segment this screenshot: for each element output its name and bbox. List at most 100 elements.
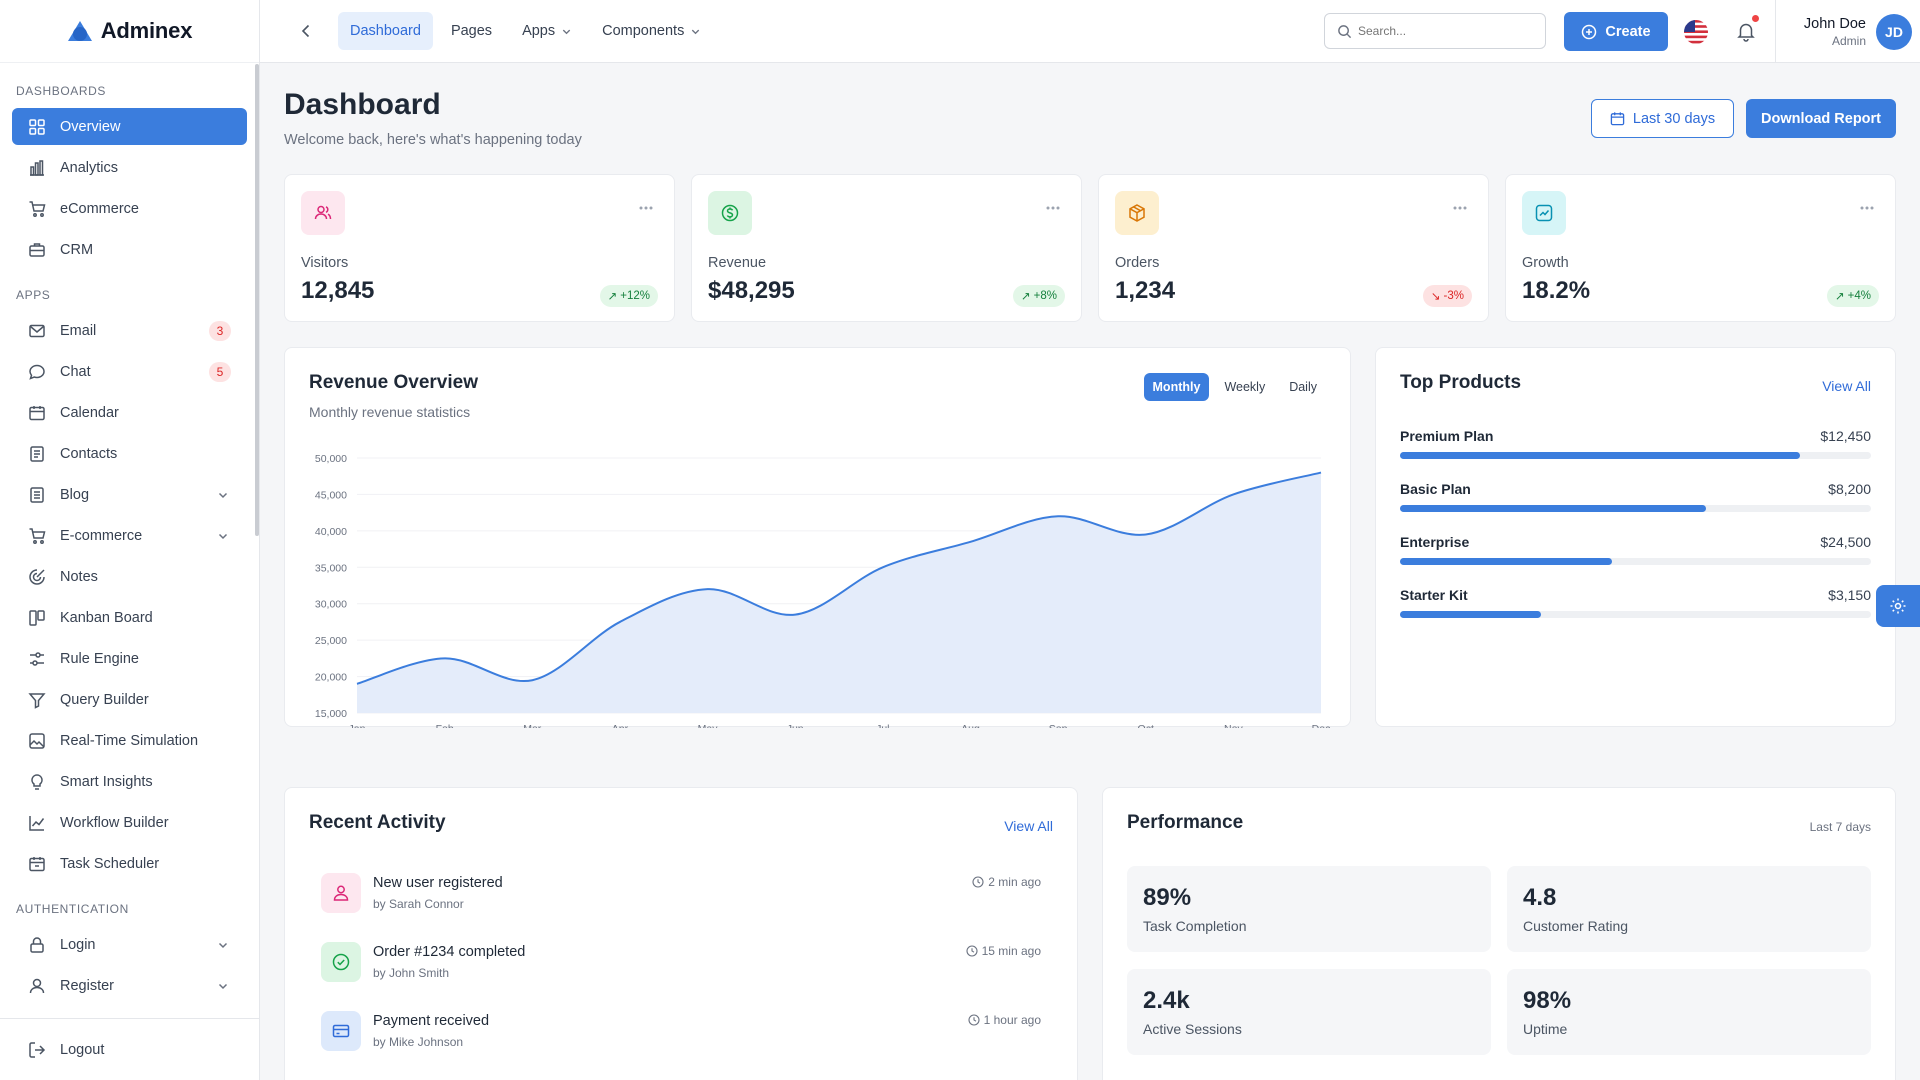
- sidebar-item-workflow-builder[interactable]: Workflow Builder: [12, 804, 247, 841]
- briefcase-icon: [28, 241, 46, 259]
- us-flag-icon[interactable]: [1684, 20, 1708, 44]
- logout-button[interactable]: Logout: [0, 1018, 259, 1080]
- sidebar-item-kanban-board[interactable]: Kanban Board: [12, 599, 247, 636]
- period-tab-weekly[interactable]: Weekly: [1224, 380, 1266, 394]
- activity-time: 1 hour ago: [968, 1013, 1041, 1027]
- activity-item[interactable]: Order #1234 completed by John Smith 15 m…: [321, 942, 1041, 992]
- chevron-down-icon[interactable]: [217, 530, 229, 542]
- brand[interactable]: Adminex: [0, 0, 259, 63]
- metric-label: Uptime: [1523, 1021, 1568, 1037]
- activity-item[interactable]: Payment received by Mike Johnson 1 hour …: [321, 1011, 1041, 1061]
- clock-icon: [972, 876, 984, 888]
- product-row: Premium Plan $12,450: [1400, 428, 1871, 459]
- sidebar-item-label: CRM: [60, 241, 94, 258]
- sidebar-item-query-builder[interactable]: Query Builder: [12, 681, 247, 718]
- sidebar-item-label: Workflow Builder: [60, 814, 169, 831]
- top-nav-pages[interactable]: Pages: [439, 12, 504, 50]
- activity-icon-bg: [321, 873, 361, 913]
- y-tick-label: 40,000: [315, 526, 347, 538]
- more-options-icon[interactable]: [1859, 205, 1875, 211]
- bulb-icon: [28, 773, 46, 791]
- stat-change-value: +12%: [620, 290, 650, 302]
- stat-icon-bg: [708, 191, 752, 235]
- sidebar-item-e-commerce[interactable]: E-commerce: [12, 517, 247, 554]
- sidebar-item-calendar[interactable]: Calendar: [12, 394, 247, 431]
- sidebar-item-rule-engine[interactable]: Rule Engine: [12, 640, 247, 677]
- sidebar-nav: DASHBOARDS Overview Analytics eCommerce …: [0, 64, 259, 1018]
- sidebar-item-contacts[interactable]: Contacts: [12, 435, 247, 472]
- search-input[interactable]: [1358, 24, 1528, 38]
- sidebar-item-chat[interactable]: Chat 5: [12, 353, 247, 390]
- sidebar-item-email[interactable]: Email 3: [12, 312, 247, 349]
- sidebar-item-blog[interactable]: Blog: [12, 476, 247, 513]
- sidebar-item-label: Task Scheduler: [60, 855, 160, 872]
- sidebar-item-label: Login: [60, 936, 96, 953]
- sidebar-item-label: eCommerce: [60, 200, 139, 217]
- sidebar-item-label: Analytics: [60, 159, 119, 176]
- sidebar-item-label: Smart Insights: [60, 773, 153, 790]
- bell-icon[interactable]: [1735, 20, 1757, 42]
- sidebar-item-real-time-simulation[interactable]: Real-Time Simulation: [12, 722, 247, 759]
- notification-dot: [1752, 15, 1759, 22]
- x-tick-label: Oct: [1138, 723, 1154, 728]
- sidebar-item-label: Real-Time Simulation: [60, 732, 199, 749]
- card-title: Top Products: [1400, 372, 1522, 393]
- chevron-down-icon[interactable]: [217, 489, 229, 501]
- sidebar-item-label: Kanban Board: [60, 609, 153, 626]
- user-plus-icon: [28, 977, 46, 995]
- chevron-down-icon[interactable]: [217, 939, 229, 951]
- sidebar-item-crm[interactable]: CRM: [12, 231, 247, 268]
- sidebar-item-login[interactable]: Login: [12, 926, 247, 963]
- search-box[interactable]: [1324, 13, 1546, 49]
- stat-icon-bg: [1115, 191, 1159, 235]
- activity-item[interactable]: New user registered by Sarah Connor 2 mi…: [321, 873, 1041, 923]
- more-options-icon[interactable]: [1452, 205, 1468, 211]
- avatar[interactable]: JD: [1876, 13, 1912, 50]
- metric-label: Customer Rating: [1523, 918, 1629, 934]
- view-all-link[interactable]: View All: [1004, 818, 1053, 834]
- stat-card-orders: Orders 1,234 ↘ -3%: [1098, 174, 1489, 322]
- metric-task-completion: 89% Task Completion: [1127, 866, 1491, 952]
- top-nav-components[interactable]: Components: [590, 12, 713, 50]
- stat-change-badge: ↗ +12%: [599, 285, 658, 307]
- more-options-icon[interactable]: [638, 205, 654, 211]
- funnel-icon: [28, 691, 46, 709]
- date-range-button[interactable]: Last 30 days: [1591, 99, 1734, 138]
- download-report-button[interactable]: Download Report: [1746, 99, 1896, 138]
- period-tab-monthly[interactable]: Monthly: [1143, 373, 1210, 401]
- sidebar-scrollbar[interactable]: [255, 64, 259, 536]
- sidebar-item-ecommerce[interactable]: eCommerce: [12, 190, 247, 227]
- lock-icon: [28, 936, 46, 954]
- top-nav-apps[interactable]: Apps: [510, 12, 584, 50]
- sidebar-item-overview[interactable]: Overview: [12, 108, 247, 145]
- stat-value: 12,845: [301, 277, 375, 304]
- user-role: Admin: [1831, 33, 1866, 48]
- sidebar-item-task-scheduler[interactable]: Task Scheduler: [12, 845, 247, 882]
- sidebar-item-smart-insights[interactable]: Smart Insights: [12, 763, 247, 800]
- chevron-down-icon[interactable]: [217, 980, 229, 992]
- sidebar-item-notes[interactable]: Notes: [12, 558, 247, 595]
- user-menu[interactable]: John Doe Admin JD: [1775, 0, 1920, 63]
- progress-fill: [1400, 452, 1801, 459]
- period-tab-daily[interactable]: Daily: [1289, 380, 1317, 394]
- view-all-link[interactable]: View All: [1822, 378, 1871, 394]
- product-name: Basic Plan: [1400, 481, 1471, 497]
- stat-change-badge: ↗ +8%: [1013, 285, 1065, 307]
- trend-up-icon: ↗: [1021, 291, 1031, 303]
- kanban-icon: [28, 609, 46, 627]
- top-nav-dashboard[interactable]: Dashboard: [338, 12, 433, 50]
- stat-card-revenue: Revenue $48,295 ↗ +8%: [691, 174, 1082, 322]
- revenue-area-chart: 50,000 45,000 40,000 35,000 30,000 25,000 20,0…: [315, 453, 1330, 728]
- sidebar-item-register[interactable]: Register: [12, 967, 247, 1004]
- topbar: Dashboard Pages Apps Components Create J…: [260, 0, 1920, 63]
- section-title-dashboards: DASHBOARDS: [16, 84, 107, 98]
- sidebar-item-analytics[interactable]: Analytics: [12, 149, 247, 186]
- chevron-left-icon[interactable]: [296, 21, 316, 41]
- metric-label: Task Completion: [1143, 918, 1247, 934]
- settings-button[interactable]: [1876, 585, 1920, 627]
- create-button[interactable]: Create: [1564, 12, 1668, 51]
- stat-change-value: -3%: [1443, 290, 1464, 302]
- progress-fill: [1400, 558, 1612, 565]
- top-products-card: Top Products View All Premium Plan $12,45…: [1375, 347, 1896, 727]
- more-options-icon[interactable]: [1045, 205, 1061, 211]
